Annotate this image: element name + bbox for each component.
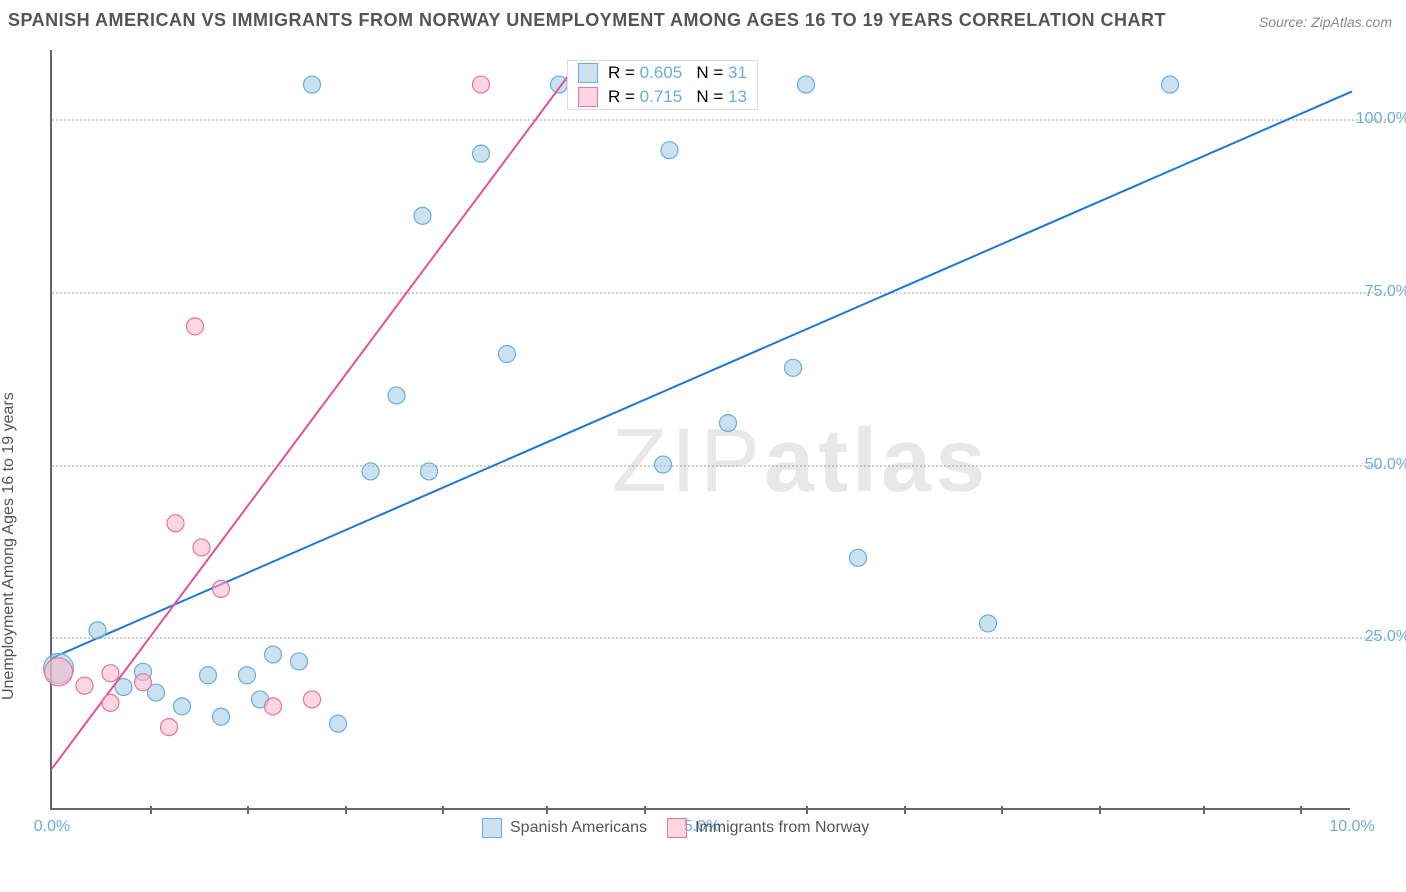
chart-svg (52, 50, 1350, 808)
data-point (798, 76, 815, 93)
data-point (76, 677, 93, 694)
data-point (850, 549, 867, 566)
data-point (473, 76, 490, 93)
chart-title: SPANISH AMERICAN VS IMMIGRANTS FROM NORW… (8, 10, 1166, 31)
legend-label: Immigrants from Norway (695, 819, 869, 837)
data-point (291, 653, 308, 670)
data-point (661, 142, 678, 159)
correlation-text: R = 0.605 N = 31 (608, 63, 747, 83)
correlation-legend-row: R = 0.715 N = 13 (568, 85, 757, 109)
correlation-legend: R = 0.605 N = 31 R = 0.715 N = 13 (567, 60, 758, 110)
data-point (89, 622, 106, 639)
data-point (102, 694, 119, 711)
data-point (785, 359, 802, 376)
data-point (362, 463, 379, 480)
y-axis-label: Unemployment Among Ages 16 to 19 years (0, 392, 18, 700)
data-point (265, 698, 282, 715)
data-point (193, 539, 210, 556)
data-point (499, 346, 516, 363)
data-point (388, 387, 405, 404)
data-point (161, 719, 178, 736)
data-point (1162, 76, 1179, 93)
x-tick-label: 0.0% (34, 818, 70, 836)
data-point (102, 665, 119, 682)
data-point (304, 691, 321, 708)
data-point (720, 415, 737, 432)
data-point (980, 615, 997, 632)
data-point (167, 515, 184, 532)
data-point (330, 715, 347, 732)
data-point (200, 667, 217, 684)
correlation-legend-row: R = 0.605 N = 31 (568, 61, 757, 85)
legend-item: Spanish Americans (482, 818, 647, 838)
x-tick-label: 10.0% (1329, 818, 1374, 836)
data-point (414, 207, 431, 224)
data-point (187, 318, 204, 335)
trend-line (52, 71, 572, 769)
data-point (213, 580, 230, 597)
source-attribution: Source: ZipAtlas.com (1259, 14, 1392, 30)
data-point (304, 76, 321, 93)
legend-swatch (482, 818, 502, 838)
legend-swatch (578, 87, 598, 107)
y-tick-label: 75.0% (1365, 283, 1406, 301)
data-point (421, 463, 438, 480)
data-point (174, 698, 191, 715)
legend-label: Spanish Americans (510, 819, 647, 837)
data-point (135, 674, 152, 691)
legend-swatch (578, 63, 598, 83)
data-point (239, 667, 256, 684)
legend-swatch (667, 818, 687, 838)
data-point (655, 456, 672, 473)
legend-item: Immigrants from Norway (667, 818, 869, 838)
correlation-text: R = 0.715 N = 13 (608, 87, 747, 107)
data-point (265, 646, 282, 663)
y-tick-label: 25.0% (1365, 628, 1406, 646)
y-tick-label: 100.0% (1356, 110, 1406, 128)
plot-area: 25.0%50.0%75.0%100.0% 0.0%5.0%10.0% ZIPa… (50, 50, 1350, 810)
trend-line (52, 91, 1352, 658)
series-legend: Spanish Americans Immigrants from Norway (482, 818, 869, 838)
data-point (45, 658, 73, 686)
data-point (473, 145, 490, 162)
y-tick-label: 50.0% (1365, 456, 1406, 474)
data-point (213, 708, 230, 725)
